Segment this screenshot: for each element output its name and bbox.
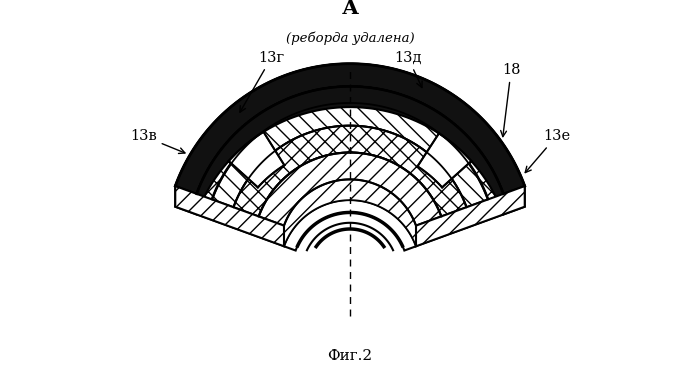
Polygon shape	[175, 84, 525, 214]
Polygon shape	[229, 111, 272, 152]
Polygon shape	[284, 200, 416, 250]
Polygon shape	[259, 173, 441, 246]
Polygon shape	[234, 126, 466, 216]
Polygon shape	[229, 132, 284, 188]
Polygon shape	[197, 87, 503, 200]
Polygon shape	[430, 113, 471, 152]
Polygon shape	[175, 64, 525, 207]
Polygon shape	[460, 141, 503, 199]
Text: 13д: 13д	[394, 51, 422, 87]
Polygon shape	[234, 146, 466, 237]
Polygon shape	[259, 153, 441, 226]
Polygon shape	[197, 107, 503, 220]
Text: А: А	[342, 0, 358, 18]
Polygon shape	[264, 87, 438, 126]
Text: (реборда удалена): (реборда удалена)	[286, 32, 414, 45]
Polygon shape	[197, 141, 240, 199]
Polygon shape	[212, 124, 488, 228]
Polygon shape	[175, 64, 525, 194]
Text: 18: 18	[500, 63, 520, 136]
Polygon shape	[197, 87, 503, 214]
Polygon shape	[417, 134, 471, 188]
Polygon shape	[212, 103, 488, 207]
Text: 13е: 13е	[525, 129, 570, 173]
Text: 13г: 13г	[240, 51, 285, 112]
Polygon shape	[175, 186, 284, 246]
Text: 13в: 13в	[130, 129, 185, 153]
Polygon shape	[416, 186, 525, 246]
Text: Фиг.2: Фиг.2	[328, 349, 372, 363]
